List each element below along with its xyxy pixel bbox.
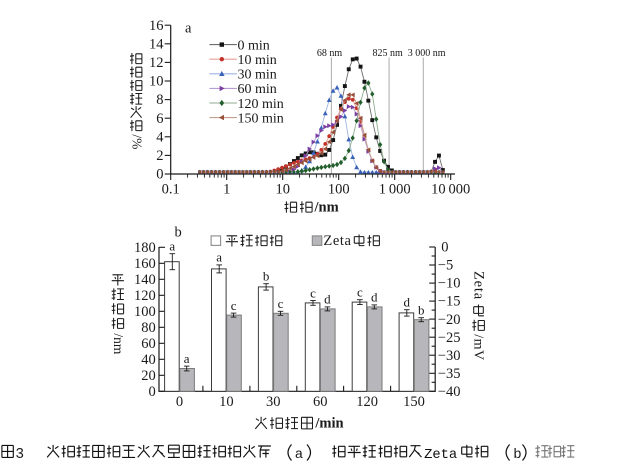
svg-text:d: d [404, 295, 411, 310]
svg-text:10: 10 [275, 182, 290, 198]
svg-text:100: 100 [134, 304, 156, 320]
svg-text:160: 160 [134, 256, 156, 272]
svg-text:100: 100 [328, 182, 350, 198]
svg-text:3: 3 [15, 447, 24, 463]
svg-text:825 nm: 825 nm [373, 48, 404, 59]
svg-text:120 min: 120 min [238, 97, 284, 112]
svg-text:c: c [231, 298, 237, 313]
svg-text:0: 0 [176, 394, 183, 410]
svg-text:0: 0 [149, 384, 156, 400]
svg-text:b: b [263, 269, 270, 284]
svg-text:1 000: 1 000 [379, 182, 411, 198]
svg-text:10 000: 10 000 [431, 182, 470, 198]
svg-text:/%: /% [130, 134, 145, 149]
svg-text:a: a [216, 250, 222, 265]
svg-text:12: 12 [149, 55, 164, 71]
svg-text:16: 16 [149, 18, 164, 34]
svg-text:30 min: 30 min [238, 68, 277, 83]
svg-text:/nm: /nm [314, 200, 339, 216]
svg-text:/mV: /mV [471, 334, 486, 360]
svg-text:−20: −20 [438, 312, 461, 328]
svg-text:−5: −5 [438, 258, 453, 274]
svg-text:140: 140 [134, 272, 156, 288]
svg-text:2: 2 [156, 148, 163, 164]
svg-text:120: 120 [134, 288, 156, 304]
svg-text:0 min: 0 min [238, 38, 270, 53]
svg-text:b: b [175, 225, 182, 241]
svg-text:a: a [295, 447, 303, 463]
svg-text:60: 60 [141, 336, 156, 352]
svg-text:d: d [324, 292, 331, 307]
svg-text:60 min: 60 min [238, 82, 277, 97]
svg-text:−10: −10 [438, 276, 461, 292]
svg-text:10 min: 10 min [238, 53, 277, 68]
svg-text:4: 4 [156, 129, 164, 145]
svg-text:−40: −40 [438, 384, 461, 400]
svg-text:20: 20 [141, 368, 156, 384]
svg-text:10: 10 [149, 74, 164, 90]
svg-text:−25: −25 [438, 330, 461, 346]
svg-text:Zeta: Zeta [323, 233, 351, 249]
svg-text:60: 60 [313, 394, 328, 410]
svg-text:Zeta: Zeta [424, 448, 457, 463]
svg-text:−35: −35 [438, 366, 461, 382]
svg-text:180: 180 [134, 240, 156, 256]
svg-text:6: 6 [156, 111, 163, 127]
svg-text:/nm: /nm [111, 333, 126, 355]
svg-text:30: 30 [266, 394, 281, 410]
svg-text:14: 14 [149, 36, 164, 52]
svg-text:a: a [169, 239, 175, 254]
svg-text:120: 120 [356, 394, 378, 410]
svg-text:a: a [185, 21, 192, 37]
svg-text:8: 8 [156, 92, 163, 108]
svg-text:10: 10 [219, 394, 234, 410]
svg-text:/min: /min [314, 415, 343, 431]
svg-text:1: 1 [223, 182, 230, 198]
svg-text:−30: −30 [438, 348, 461, 364]
svg-text:68 nm: 68 nm [317, 48, 343, 59]
svg-text:0: 0 [156, 167, 163, 183]
svg-text:b: b [513, 447, 521, 463]
svg-text:b: b [418, 303, 425, 318]
svg-text:80: 80 [141, 320, 156, 336]
svg-text:0: 0 [441, 240, 448, 256]
svg-text:3 000 nm: 3 000 nm [408, 48, 446, 59]
svg-text:c: c [310, 285, 316, 300]
svg-text:c: c [357, 285, 363, 300]
svg-text:0.1: 0.1 [162, 182, 180, 198]
svg-text:c: c [278, 296, 284, 311]
svg-text:−15: −15 [438, 294, 461, 310]
svg-text:40: 40 [141, 352, 156, 368]
svg-text:a: a [184, 351, 190, 366]
svg-text:Zeta: Zeta [471, 271, 487, 300]
svg-text:150: 150 [403, 394, 425, 410]
svg-text:d: d [371, 290, 378, 305]
svg-text:150 min: 150 min [238, 111, 284, 126]
